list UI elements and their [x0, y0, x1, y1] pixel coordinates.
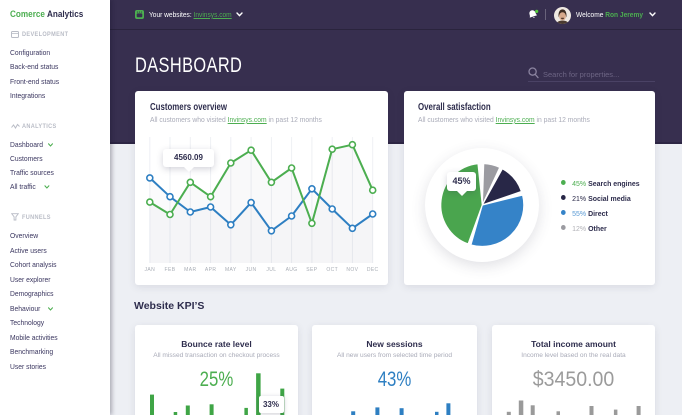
- svg-text:DEC: DEC: [367, 267, 379, 273]
- svg-text:MAY: MAY: [225, 267, 237, 273]
- svg-text:JAN: JAN: [144, 267, 155, 273]
- svg-text:OCT: OCT: [326, 267, 338, 273]
- svg-text:SEP: SEP: [306, 267, 317, 273]
- svg-text:JUL: JUL: [266, 267, 276, 273]
- svg-text:NOV: NOV: [346, 267, 358, 273]
- svg-text:APR: APR: [205, 267, 216, 273]
- svg-text:FEB: FEB: [165, 267, 176, 273]
- svg-text:AUG: AUG: [286, 267, 298, 273]
- svg-text:JUN: JUN: [246, 267, 257, 273]
- svg-text:MAR: MAR: [184, 267, 196, 273]
